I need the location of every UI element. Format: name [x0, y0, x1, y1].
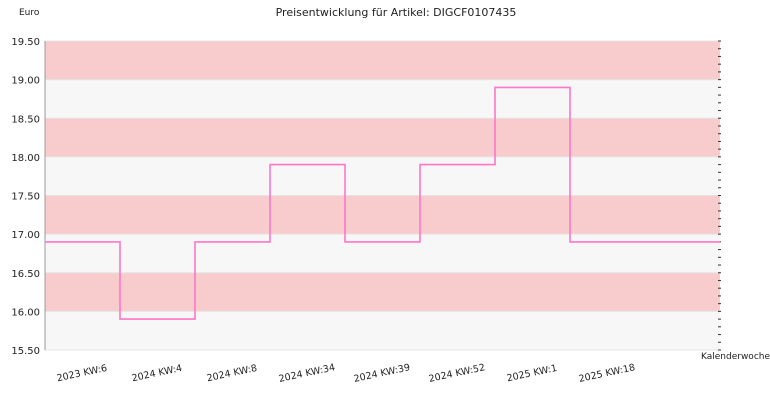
- x-tick-label: 2024 KW:4: [131, 363, 183, 384]
- y-tick-label: 17.00: [11, 230, 40, 241]
- background-band: [45, 195, 720, 235]
- background-band: [45, 41, 720, 80]
- y-axis-unit-label: Euro: [19, 8, 40, 18]
- price-step-line: [45, 86, 720, 320]
- axes: [44, 40, 721, 351]
- y-tick-label: 16.50: [11, 269, 40, 280]
- background-bands: [45, 41, 720, 350]
- x-tick-label: 2024 KW:52: [428, 362, 486, 385]
- background-band: [45, 234, 720, 273]
- x-tick-label: 2025 KW:1: [506, 363, 558, 384]
- x-tick-label: 2023 KW:6: [56, 363, 108, 384]
- x-tick-label: 2025 KW:18: [578, 362, 636, 385]
- background-band: [45, 118, 720, 157]
- y-tick-label: 18.00: [11, 153, 40, 164]
- y-tick-label: 17.50: [11, 192, 40, 203]
- background-band: [45, 79, 720, 119]
- x-tick-label: 2024 KW:8: [206, 363, 258, 384]
- x-axis-label: Kalenderwoche: [701, 352, 770, 362]
- series-layer: [45, 86, 720, 320]
- y-tick-label: 19.00: [11, 76, 40, 87]
- background-band: [45, 272, 720, 312]
- y-tick-label: 19.50: [11, 37, 40, 48]
- y-tick-label: 15.50: [11, 346, 40, 357]
- y-tick-label: 18.50: [11, 114, 40, 125]
- chart-title: Preisentwicklung für Artikel: DIGCF01074…: [276, 6, 517, 19]
- y-tick-label: 16.00: [11, 307, 40, 318]
- background-band: [45, 311, 720, 350]
- x-tick-label: 2024 KW:34: [278, 362, 336, 385]
- grid-lines: [45, 40, 720, 351]
- x-tick-label: 2024 KW:39: [353, 362, 411, 385]
- background-band: [45, 156, 720, 196]
